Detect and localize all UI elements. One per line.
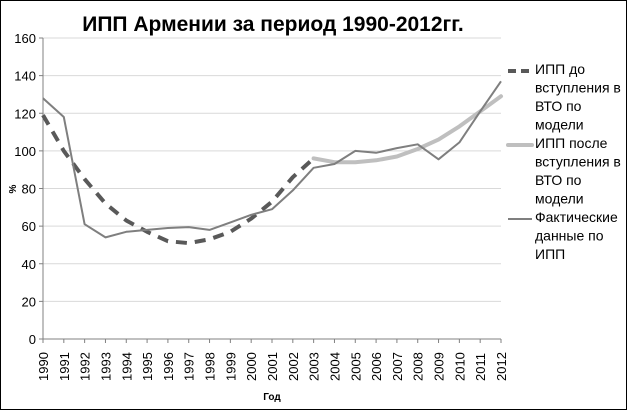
- legend-label-line: ИПП до: [535, 61, 585, 77]
- x-tick-label: 1993: [98, 352, 113, 381]
- legend-item-3: Фактические данные по ИПП: [508, 209, 618, 262]
- series-line-3: [42, 80, 502, 239]
- x-tick-label: 2003: [307, 352, 322, 381]
- legend-label-line: модели: [535, 191, 584, 207]
- legend-label-line: модели: [535, 117, 584, 133]
- x-tick-label: 2000: [244, 352, 259, 381]
- legend-label-line: данные по: [535, 228, 604, 244]
- legend-label-line: вступления в: [535, 80, 621, 96]
- x-tick-label: 1996: [161, 352, 176, 381]
- x-tick-labels: 1990 1991 1992 1993 1994 1995 1996 1997 1998 1999…: [36, 352, 509, 381]
- series-line-2: [311, 94, 503, 165]
- x-tick-label: 1991: [57, 352, 72, 381]
- y-axis-label: %: [8, 184, 19, 193]
- chart-title: ИПП Армении за период 1990-2012гг.: [82, 13, 464, 36]
- x-tick-label: 1999: [223, 352, 238, 381]
- x-tick-label: 2002: [286, 352, 301, 381]
- y-tick-label: 160: [14, 31, 36, 46]
- legend-label-line: Фактические: [535, 209, 618, 225]
- x-tick-label: 2011: [473, 353, 488, 381]
- x-tick-label: 2008: [411, 352, 426, 381]
- legend-label-line: ВТО по: [535, 172, 582, 188]
- legend-item-2: ИПП после вступления в ВТО по модели: [506, 135, 621, 207]
- x-tick-label: 2009: [432, 352, 447, 381]
- gridlines: [39, 37, 501, 340]
- y-tick-label: 20: [22, 294, 36, 309]
- series-line-1: [41, 114, 315, 246]
- y-tick-label: 140: [14, 69, 36, 84]
- x-tick-label: 2004: [327, 352, 342, 381]
- x-tick-label: 1998: [203, 352, 218, 381]
- legend-item-1: ИПП до вступления в ВТО по модели: [508, 61, 621, 133]
- y-tick-label: 100: [14, 144, 36, 159]
- x-tick-label: 2010: [452, 352, 467, 381]
- x-tick-label: 2005: [348, 352, 363, 381]
- x-tick-label: 1995: [140, 352, 155, 381]
- y-tick-label: 60: [22, 219, 36, 234]
- axes: [42, 38, 502, 343]
- y-tick-label: 0: [29, 332, 36, 347]
- x-tick-label: 2007: [390, 352, 405, 381]
- x-tick-label: 1992: [78, 352, 93, 381]
- legend-label-line: ИПП после: [535, 135, 608, 151]
- series-lines: [41, 80, 503, 246]
- x-axis-label: Год: [263, 392, 281, 403]
- y-tick-label: 40: [22, 257, 36, 272]
- x-tick-label: 1997: [182, 352, 197, 381]
- x-tick-label: 2001: [265, 352, 280, 381]
- legend-label-line: ВТО по: [535, 98, 582, 114]
- x-tick-label: 2006: [369, 352, 384, 381]
- legend-label-line: вступления в: [535, 154, 621, 170]
- x-tick-label: 1990: [36, 352, 51, 381]
- y-tick-label: 120: [14, 106, 36, 121]
- y-tick-label: 80: [22, 182, 36, 197]
- legend-label-line: ИПП: [535, 246, 565, 262]
- legend: ИПП до вступления в ВТО по модели ИПП после в…: [506, 61, 621, 262]
- y-tick-labels: 0 20 40 60 80 100 120 140 160: [14, 31, 36, 347]
- x-tick-label: 1994: [119, 352, 134, 381]
- x-tick-label: 2012: [494, 352, 509, 381]
